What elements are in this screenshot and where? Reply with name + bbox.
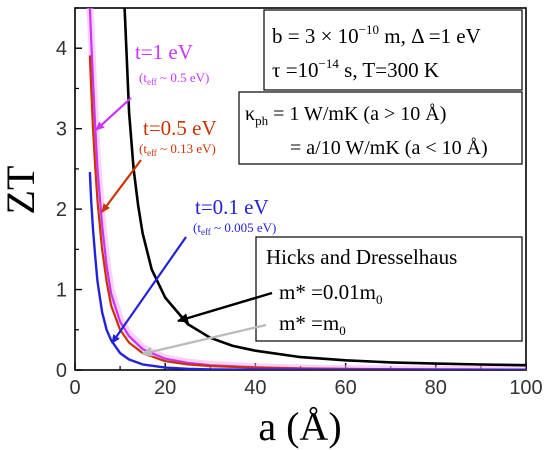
y-tick-label: 4 (56, 38, 67, 60)
annotation-t1-label: t=1 eV (135, 40, 193, 64)
y-tick-label: 0 (56, 360, 67, 382)
params-box: b = 3 × 10−10 m, Δ =1 eV τ =10−14 s, T=3… (263, 9, 523, 91)
annotation-t05-teff: (teff ~ 0.13 eV) (139, 141, 216, 158)
hd-box: Hicks and Dresselhaus m* =0.01m0 m* =m0 (141, 236, 523, 357)
annotation-t05-arrow (101, 159, 142, 213)
y-tick-label: 1 (56, 280, 67, 302)
series-line-3 (88, 171, 526, 370)
x-tick-label: 0 (69, 377, 80, 399)
annotation-t01-arrow (111, 236, 187, 344)
hd-title: Hicks and Dresselhaus (266, 245, 457, 269)
annotation-t1-teff: (teff ~ 0.5 eV) (139, 70, 209, 87)
annotation-t1: t=1 eV (teff ~ 0.5 eV) (95, 40, 209, 131)
hd-item2: m* =m0 (279, 311, 346, 338)
hd-item1: m* =0.01m0 (279, 280, 383, 307)
x-tick-label: 20 (154, 377, 176, 399)
x-tick-label: 80 (425, 377, 447, 399)
x-tick-label: 100 (509, 377, 542, 399)
annotation-t01: t=0.1 eV (teff ~ 0.005 eV) (111, 195, 276, 344)
kappa-box: κph = 1 W/mK (a > 10 Å) = a/10 W/mK (a <… (238, 91, 523, 165)
kappa-line2: = a/10 W/mK (a < 10 Å) (290, 137, 488, 159)
params-line2: τ =10−14 s, T=300 K (272, 56, 439, 82)
y-tick-label: 3 (56, 119, 67, 141)
hd-gray-arrow (141, 323, 267, 357)
y-tick-label: 2 (56, 199, 67, 221)
params-line1: b = 3 × 10−10 m, Δ =1 eV (272, 22, 481, 48)
x-tick-label: 60 (334, 377, 356, 399)
y-axis-title: ZT (0, 166, 43, 215)
annotation-t01-teff: (teff ~ 0.005 eV) (193, 220, 276, 237)
x-tick-label: 40 (244, 377, 266, 399)
annotation-t05-label: t=0.5 eV (143, 116, 217, 140)
annotation-t1-arrow (95, 97, 132, 131)
kappa-line1: κph = 1 W/mK (a > 10 Å) (245, 103, 446, 128)
hd-black-arrow (177, 291, 273, 323)
y-axis-ticks: 0 1 2 3 4 (56, 7, 82, 382)
x-axis-title: a (Å) (258, 404, 341, 449)
annotation-t05: t=0.5 eV (teff ~ 0.13 eV) (101, 116, 217, 213)
annotation-t01-label: t=0.1 eV (195, 195, 269, 219)
